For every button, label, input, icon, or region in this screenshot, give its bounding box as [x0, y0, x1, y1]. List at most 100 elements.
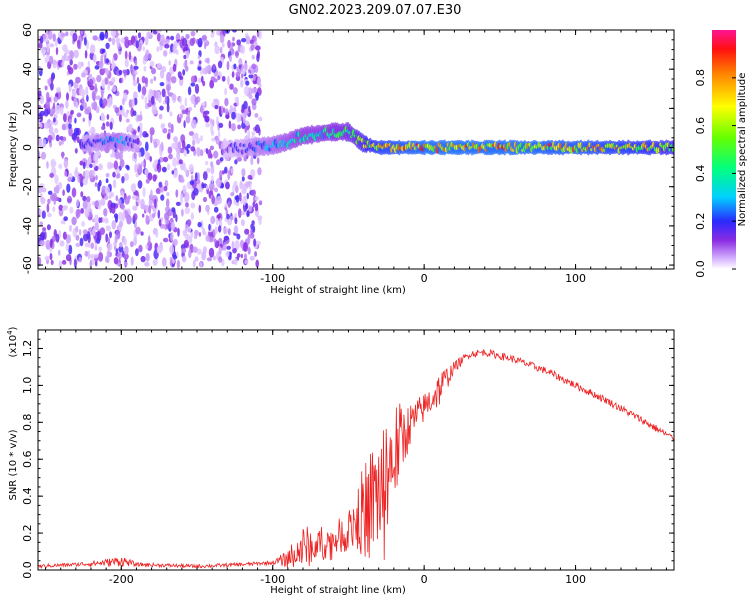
- noise-speckle: [188, 163, 194, 173]
- noise-speckle: [108, 193, 112, 199]
- noise-speckle: [172, 63, 177, 72]
- noise-speckle: [149, 156, 152, 162]
- noise-speckle: [141, 86, 147, 96]
- noise-speckle: [52, 59, 57, 69]
- noise-speckle: [147, 102, 153, 108]
- noise-speckle: [248, 94, 253, 100]
- noise-speckle: [179, 95, 182, 104]
- noise-speckle: [213, 150, 219, 159]
- colorbar-ticks: 0.0 0.2 0.4 0.6 0.8: [694, 69, 736, 278]
- y-tick-label: 1.0: [21, 377, 34, 395]
- noise-speckle: [151, 195, 157, 200]
- noise-speckle: [185, 169, 190, 178]
- noise-speckle: [58, 260, 62, 269]
- noise-speckle: [251, 54, 255, 60]
- noise-speckle: [69, 59, 73, 66]
- noise-speckle: [88, 112, 92, 121]
- noise-speckle: [105, 178, 109, 184]
- noise-speckle: [49, 172, 55, 178]
- noise-speckle: [149, 60, 155, 67]
- noise-speckle: [50, 108, 53, 116]
- noise-speckle: [136, 77, 140, 84]
- noise-speckle: [123, 261, 128, 267]
- noise-speckle: [124, 50, 128, 60]
- noise-speckle: [167, 163, 171, 171]
- spectrogram-y-ticks: 60 40 20 0 -20 -40 -60: [21, 23, 674, 274]
- noise-speckle: [72, 32, 78, 42]
- noise-speckle: [172, 170, 178, 179]
- noise-speckle: [160, 34, 165, 45]
- noise-speckle: [231, 240, 235, 250]
- noise-speckle: [68, 55, 71, 62]
- noise-speckle: [241, 176, 245, 182]
- noise-speckle: [92, 169, 96, 177]
- noise-speckle: [137, 114, 143, 122]
- noise-speckle: [89, 85, 95, 91]
- noise-speckle: [65, 122, 69, 131]
- noise-speckle: [73, 63, 78, 70]
- noise-speckle: [156, 46, 160, 52]
- noise-speckle: [55, 47, 59, 56]
- noise-speckle: [247, 174, 253, 180]
- noise-speckle: [68, 126, 73, 137]
- noise-speckle: [200, 104, 204, 114]
- noise-speckle: [249, 255, 255, 261]
- noise-speckle: [258, 116, 263, 122]
- noise-speckle: [153, 76, 157, 81]
- noise-speckle: [121, 176, 125, 184]
- noise-speckle: [44, 85, 48, 91]
- snr-y-multiplier-exp: 4: [6, 330, 14, 335]
- noise-speckle: [113, 160, 119, 170]
- noise-speckle: [54, 174, 59, 185]
- noise-speckle: [179, 147, 185, 154]
- noise-speckle: [240, 219, 245, 227]
- noise-speckle: [132, 110, 137, 116]
- noise-speckle: [194, 229, 199, 236]
- noise-speckle: [186, 219, 192, 227]
- noise-speckle: [39, 183, 45, 189]
- noise-speckle: [164, 43, 170, 49]
- noise-speckle: [108, 37, 112, 42]
- noise-speckle: [231, 111, 236, 120]
- noise-speckle: [156, 32, 161, 42]
- noise-speckle: [46, 203, 50, 213]
- x-tick-label: -200: [109, 272, 134, 285]
- noise-speckle: [156, 163, 160, 170]
- noise-speckle: [62, 136, 67, 142]
- noise-speckle: [171, 207, 176, 213]
- noise-speckle: [162, 237, 169, 243]
- noise-speckle: [114, 150, 120, 160]
- noise-speckle: [241, 73, 244, 79]
- noise-speckle: [192, 139, 196, 146]
- noise-speckle: [73, 49, 79, 59]
- noise-speckle: [182, 184, 187, 195]
- noise-speckle: [211, 175, 214, 183]
- noise-speckle: [130, 183, 137, 193]
- colorbar-tick-label: 0.6: [694, 117, 707, 135]
- noise-speckle: [94, 214, 99, 224]
- noise-speckle: [79, 88, 84, 97]
- noise-speckle: [150, 95, 155, 105]
- noise-speckle: [191, 119, 197, 129]
- noise-speckle: [233, 63, 237, 70]
- noise-speckle: [65, 242, 70, 251]
- noise-speckle: [95, 106, 100, 114]
- noise-speckle: [202, 171, 208, 181]
- noise-speckle: [156, 245, 162, 254]
- noise-speckle: [92, 54, 97, 63]
- noise-speckle: [38, 122, 43, 129]
- x-tick-label: 100: [565, 573, 586, 586]
- noise-speckle: [132, 195, 137, 200]
- noise-speckle: [175, 189, 179, 198]
- noise-speckle: [133, 91, 138, 101]
- noise-speckle: [180, 195, 183, 206]
- snr-y-multiplier: (x104): [6, 326, 19, 357]
- noise-speckle: [60, 220, 65, 225]
- noise-speckle: [165, 198, 170, 208]
- noise-speckle: [248, 205, 253, 213]
- noise-speckle: [254, 113, 259, 118]
- noise-speckle: [41, 210, 46, 219]
- noise-speckle: [228, 201, 231, 207]
- noise-speckle: [59, 240, 65, 247]
- noise-speckle: [159, 82, 165, 87]
